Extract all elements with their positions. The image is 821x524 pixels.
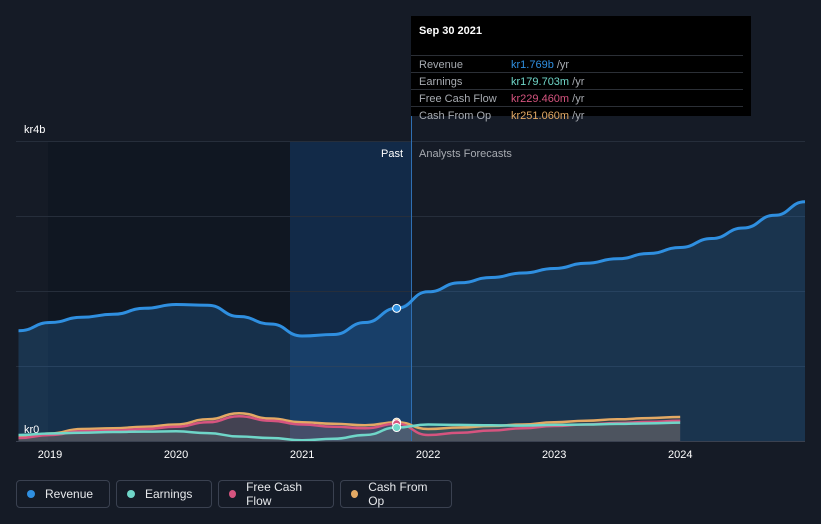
y-label-bottom: kr0 — [24, 424, 39, 436]
legend-item-cash-from-op[interactable]: Cash From Op — [340, 480, 452, 508]
y-label-top: kr4b — [24, 124, 45, 136]
forecast-label: Analysts Forecasts — [419, 148, 512, 160]
tooltip-row-cash-from-op: Cash From Op kr251.060m /yr — [411, 106, 743, 124]
tooltip-label: Free Cash Flow — [419, 93, 497, 105]
series-markers — [392, 303, 402, 433]
legend-dot-icon — [351, 490, 359, 498]
marker-earnings — [392, 423, 402, 433]
x-tick-label: 2019 — [38, 449, 62, 461]
line-revenue — [18, 200, 806, 338]
tooltip-row-revenue: Revenue kr1.769b /yr — [411, 55, 743, 73]
x-tick-label: 2024 — [668, 449, 692, 461]
legend-item-revenue[interactable]: Revenue — [16, 480, 110, 508]
x-tick-label: 2022 — [416, 449, 440, 461]
legend-label: Earnings — [145, 487, 193, 501]
tooltip: Sep 30 2021 Revenue kr1.769b /yr Earning… — [411, 16, 751, 122]
x-tick-label: 2023 — [542, 449, 566, 461]
area-earnings — [18, 422, 681, 441]
tooltip-value: kr179.703m /yr — [511, 76, 585, 88]
past-label: Past — [381, 148, 403, 160]
series-lines — [18, 200, 806, 442]
tooltip-label: Cash From Op — [419, 110, 492, 122]
tooltip-row-earnings: Earnings kr179.703m /yr — [411, 72, 743, 90]
legend: Revenue Earnings Free Cash Flow Cash Fro… — [16, 480, 452, 508]
tooltip-value: kr229.460m /yr — [511, 93, 585, 105]
legend-dot-icon — [127, 490, 135, 498]
x-tick-label: 2020 — [164, 449, 188, 461]
tooltip-date: Sep 30 2021 — [419, 25, 482, 37]
x-tick-labels: 2019 2020 2021 2022 2023 2024 — [38, 449, 693, 461]
gridlines — [16, 141, 805, 367]
tooltip-value: kr1.769b /yr — [511, 59, 570, 71]
marker-revenue — [392, 303, 402, 313]
legend-label: Cash From Op — [368, 480, 428, 508]
line-earnings — [18, 421, 681, 442]
tooltip-label: Earnings — [419, 76, 463, 88]
line-cash-from-op — [18, 412, 681, 439]
legend-dot-icon — [229, 490, 237, 498]
legend-label: Revenue — [45, 487, 94, 501]
legend-label: Free Cash Flow — [246, 480, 303, 508]
legend-dot-icon — [27, 490, 35, 498]
x-tick-label: 2021 — [290, 449, 314, 461]
legend-item-free-cash-flow[interactable]: Free Cash Flow — [218, 480, 334, 508]
tooltip-label: Revenue — [419, 59, 464, 71]
tooltip-row-free-cash-flow: Free Cash Flow kr229.460m /yr — [411, 89, 743, 107]
legend-item-earnings[interactable]: Earnings — [116, 480, 212, 508]
tooltip-value: kr251.060m /yr — [511, 110, 585, 122]
